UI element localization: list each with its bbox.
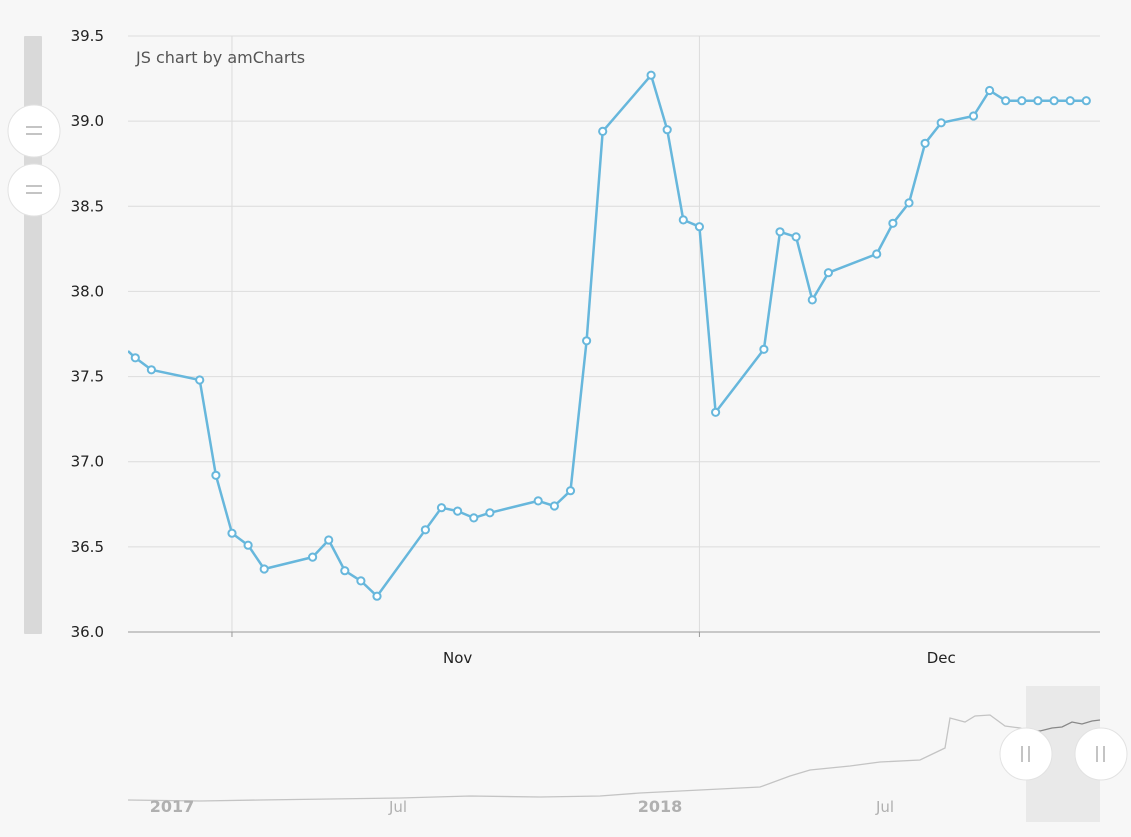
data-point[interactable] (582, 336, 592, 346)
data-point[interactable] (807, 295, 817, 305)
data-point[interactable] (1081, 96, 1091, 106)
data-point[interactable] (146, 365, 156, 375)
date-navigator[interactable]: 2017 Jul 2018 Jul (127, 686, 1128, 822)
axis-layer: 36.0 36.5 37.0 37.5 38.0 38.5 39.0 39.5 Nov Dec (71, 27, 1100, 667)
navigator-label: 2017 (150, 797, 195, 816)
data-point[interactable] (1001, 96, 1011, 106)
value-scrollbar[interactable] (7, 36, 61, 634)
data-point[interactable] (1049, 96, 1059, 106)
navigator-labels: 2017 Jul 2018 Jul (150, 797, 894, 816)
data-point[interactable] (791, 232, 801, 242)
series-layer (128, 70, 1091, 601)
data-point[interactable] (533, 496, 543, 506)
data-point[interactable] (453, 506, 463, 516)
data-point[interactable] (259, 564, 269, 574)
data-point[interactable] (420, 525, 430, 535)
x-tick-label: Nov (443, 649, 472, 667)
y-tick-label: 36.0 (71, 623, 104, 641)
data-point[interactable] (936, 118, 946, 128)
data-point[interactable] (904, 198, 914, 208)
series-line[interactable] (128, 73, 1087, 598)
data-point[interactable] (324, 535, 334, 545)
data-point[interactable] (195, 375, 205, 385)
data-point[interactable] (308, 552, 318, 562)
navigator-label: 2018 (638, 797, 683, 816)
navigator-selected-line (1025, 719, 1101, 732)
data-point[interactable] (130, 353, 140, 363)
data-point[interactable] (872, 249, 882, 259)
data-point[interactable] (646, 70, 656, 80)
data-point[interactable] (985, 85, 995, 96)
data-point[interactable] (469, 513, 479, 523)
chart-credit[interactable]: JS chart by amCharts (135, 48, 305, 67)
data-point[interactable] (372, 591, 382, 601)
data-point[interactable] (920, 138, 930, 148)
x-tick-label: Dec (927, 649, 956, 667)
data-point[interactable] (823, 268, 834, 278)
data-point[interactable] (662, 125, 672, 135)
data-point[interactable] (598, 126, 608, 136)
y-tick-label: 39.5 (71, 27, 104, 45)
data-point[interactable] (227, 528, 237, 538)
navigator-label: Jul (388, 798, 407, 816)
data-point[interactable] (243, 540, 253, 550)
data-point[interactable] (711, 407, 721, 417)
data-point[interactable] (1033, 96, 1043, 106)
data-point[interactable] (549, 501, 560, 511)
navigator-grip-left[interactable] (999, 727, 1053, 781)
data-point[interactable] (678, 215, 688, 225)
data-point[interactable] (485, 508, 495, 518)
data-point[interactable] (888, 218, 898, 228)
y-tick-label: 38.5 (71, 197, 104, 215)
data-point[interactable] (1065, 96, 1075, 106)
data-point[interactable] (211, 470, 221, 480)
data-point[interactable] (1017, 96, 1027, 106)
data-point[interactable] (565, 486, 576, 496)
data-point[interactable] (694, 222, 705, 232)
y-tick-label: 37.5 (71, 368, 104, 386)
navigator-grip-right[interactable] (1074, 727, 1128, 781)
navigator-background[interactable] (128, 686, 1100, 822)
value-scrollbar-grip-bottom[interactable] (7, 163, 61, 217)
y-tick-label: 38.0 (71, 282, 104, 300)
navigator-label: Jul (875, 798, 894, 816)
data-point[interactable] (436, 503, 447, 513)
data-point[interactable] (759, 344, 769, 354)
data-point[interactable] (340, 566, 350, 576)
y-tick-label: 39.0 (71, 112, 104, 130)
grid-layer (128, 35, 1100, 633)
navigator-series (127, 714, 1101, 802)
y-tick-label: 36.5 (71, 538, 104, 556)
data-point[interactable] (356, 576, 366, 586)
navigator-line (127, 714, 1027, 802)
plot-area (128, 36, 1100, 632)
data-point[interactable] (775, 227, 785, 237)
y-tick-label: 37.0 (71, 453, 104, 471)
value-scrollbar-grip-top[interactable] (7, 104, 61, 158)
data-point[interactable] (968, 111, 979, 121)
